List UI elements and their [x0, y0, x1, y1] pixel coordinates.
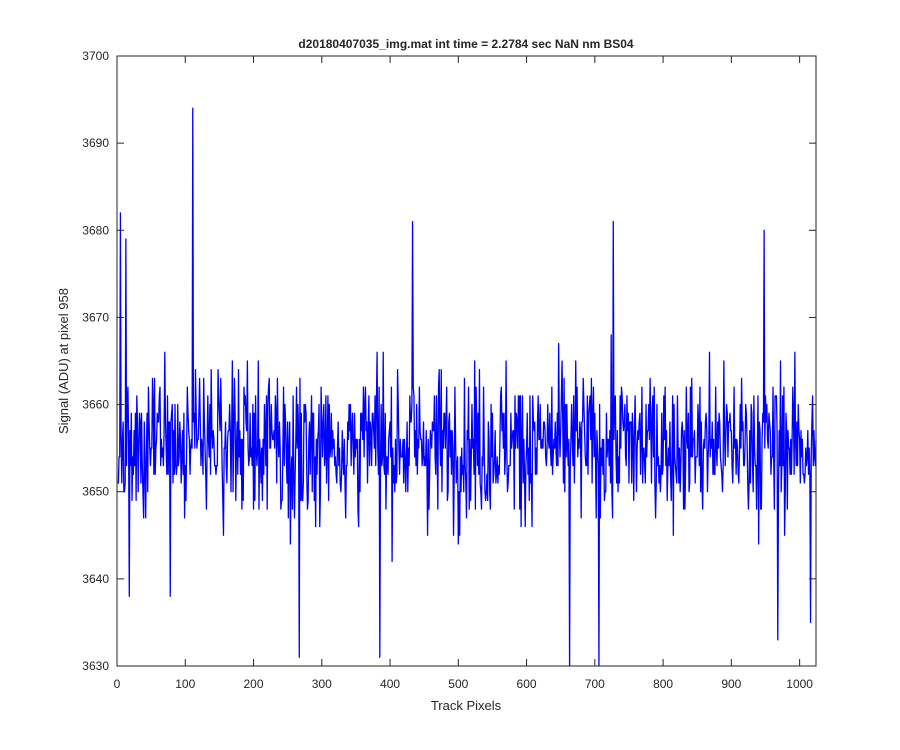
- y-tick-label: 3690: [82, 136, 109, 150]
- x-tick-label: 800: [653, 677, 673, 691]
- x-tick-label: 200: [244, 677, 264, 691]
- y-tick-label: 3670: [82, 310, 109, 324]
- x-tick-label: 400: [380, 677, 400, 691]
- x-tick-label: 100: [175, 677, 195, 691]
- x-tick-label: 900: [721, 677, 741, 691]
- plot-area: [117, 56, 816, 666]
- x-tick-label: 700: [585, 677, 605, 691]
- y-axis-title: Signal (ADU) at pixel 958: [56, 288, 71, 434]
- y-tick-label: 3650: [82, 485, 109, 499]
- x-tick-label: 0: [114, 677, 121, 691]
- y-tick-label: 3700: [82, 49, 109, 63]
- x-tick-label: 600: [517, 677, 537, 691]
- x-tick-label: 500: [448, 677, 468, 691]
- chart-title: d20180407035_img.mat int time = 2.2784 s…: [298, 37, 634, 51]
- y-tick-label: 3660: [82, 398, 109, 412]
- x-axis-title: Track Pixels: [431, 698, 502, 713]
- ticks-layer: 0 100 200 300 400 500 600 700 800 900 1000 3630 3640…: [82, 49, 816, 691]
- y-tick-label: 3680: [82, 223, 109, 237]
- axes-box: [116, 55, 817, 667]
- series-layer: [117, 107, 817, 667]
- x-tick-label: 300: [312, 677, 332, 691]
- x-tick-label: 1000: [786, 677, 813, 691]
- series-line: [117, 107, 817, 667]
- y-tick-label: 3630: [82, 659, 109, 673]
- y-tick-label: 3640: [82, 572, 109, 586]
